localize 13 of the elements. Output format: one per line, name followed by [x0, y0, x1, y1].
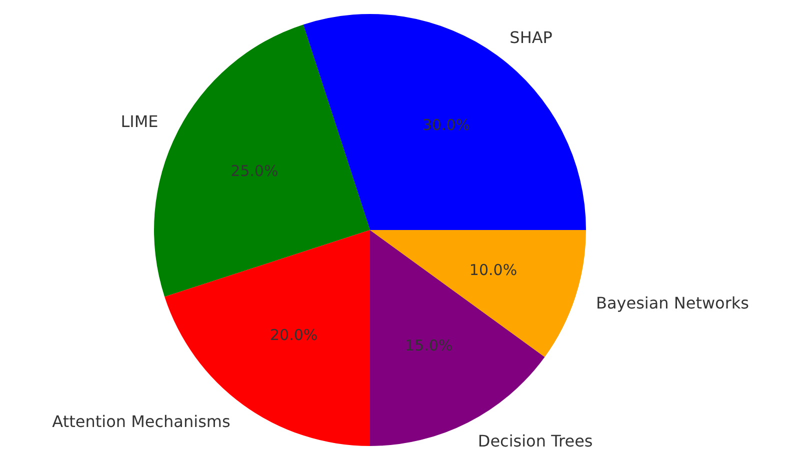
slice-label: Decision Trees [478, 432, 593, 451]
data-label: 30.0% [422, 116, 470, 134]
pie-slice [370, 230, 586, 357]
pie-slice [370, 230, 545, 446]
data-label: 25.0% [230, 162, 278, 180]
slice-label: LIME [120, 112, 158, 132]
slice-label: Attention Mechanisms [52, 412, 230, 432]
pie-slice [303, 14, 586, 230]
slice-label: Bayesian Networks [596, 293, 750, 312]
data-label: 20.0% [270, 326, 318, 344]
data-label: 10.0% [469, 261, 518, 280]
data-label: 15.0% [405, 336, 453, 354]
slice-label: SHAP [510, 28, 553, 47]
